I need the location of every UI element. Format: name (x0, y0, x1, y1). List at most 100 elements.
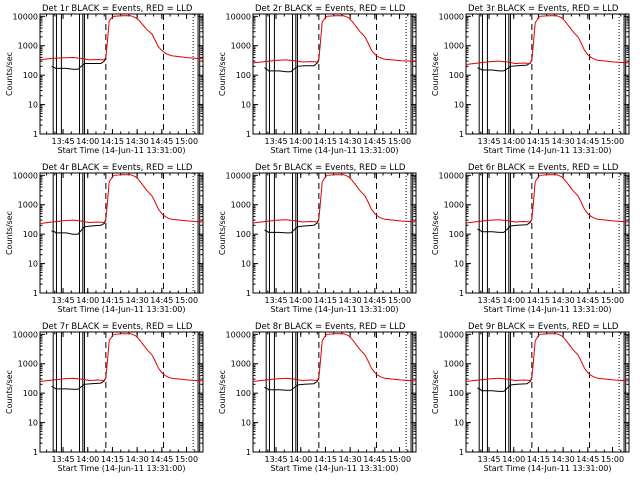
panel-title: Det 3r BLACK = Events, RED = LLD (468, 4, 619, 14)
detector-panel-6: Det 6r BLACK = Events, RED = LLD 1 10 100 10… (431, 163, 630, 314)
events-series-line (264, 219, 320, 234)
plot-frame (252, 331, 417, 453)
y-tick-label: 10 (241, 101, 251, 110)
x-tick-label: 14:00 (502, 137, 525, 146)
y-tick-label: 10 (241, 260, 251, 269)
y-axis-label: Counts/sec (218, 370, 227, 414)
y-tick-label: 1 (246, 130, 251, 139)
lld-series-line (466, 174, 629, 224)
x-tick-label: 15:00 (175, 296, 198, 305)
y-tick-label: 1 (33, 448, 38, 457)
y-tick-label: 10 (28, 419, 38, 428)
x-tick-label: 14:00 (76, 137, 99, 146)
x-tick-label: 14:00 (289, 296, 312, 305)
x-tick-label: 14:15 (314, 137, 337, 146)
x-tick-label: 14:00 (502, 455, 525, 464)
x-tick-label: 13:45 (52, 296, 75, 305)
x-axis-label: Start Time (14-Jun-11 13:31:00) (58, 305, 186, 314)
x-tick-label: 14:45 (150, 455, 173, 464)
y-tick-label: 100 (236, 230, 251, 239)
y-tick-label: 100 (449, 389, 464, 398)
y-axis-label: Counts/sec (5, 370, 14, 414)
x-tick-label: 13:45 (265, 455, 288, 464)
detector-panel-1: Det 1r BLACK = Events, RED = LLD 1 10 100 10… (5, 4, 204, 155)
lld-series-line (40, 333, 203, 382)
y-tick-label: 100 (449, 71, 464, 80)
x-axis-label: Start Time (14-Jun-11 13:31:00) (271, 464, 399, 473)
y-tick-label: 1000 (231, 42, 251, 51)
y-tick-label: 100 (23, 389, 38, 398)
y-tick-label: 1 (33, 289, 38, 298)
panel-title: Det 2r BLACK = Events, RED = LLD (255, 4, 406, 14)
y-tick-label: 1 (459, 448, 464, 457)
events-series-line (477, 378, 533, 392)
y-axis-label: Counts/sec (431, 52, 440, 96)
y-tick-label: 10000 (226, 12, 251, 21)
x-tick-label: 15:00 (175, 137, 198, 146)
x-tick-label: 14:15 (101, 296, 124, 305)
x-tick-label: 15:00 (388, 137, 411, 146)
y-tick-label: 100 (236, 71, 251, 80)
y-tick-label: 10000 (439, 12, 464, 21)
panel-title: Det 7r BLACK = Events, RED = LLD (42, 322, 193, 332)
plot-frame (465, 13, 630, 135)
panel-title: Det 6r BLACK = Events, RED = LLD (468, 163, 619, 173)
x-tick-label: 14:45 (150, 137, 173, 146)
y-tick-label: 1000 (18, 360, 38, 369)
y-tick-label: 10000 (226, 330, 251, 339)
x-tick-label: 14:30 (552, 455, 575, 464)
lld-series-line (40, 15, 203, 61)
y-tick-label: 1000 (231, 201, 251, 210)
lld-series-line (466, 15, 629, 65)
plot-frame (252, 13, 417, 135)
x-tick-label: 13:45 (478, 137, 501, 146)
x-tick-label: 14:00 (289, 455, 312, 464)
x-tick-label: 14:15 (527, 296, 550, 305)
y-tick-label: 10 (241, 419, 251, 428)
x-tick-label: 14:00 (502, 296, 525, 305)
x-axis-label: Start Time (14-Jun-11 13:31:00) (484, 305, 612, 314)
x-tick-label: 15:00 (601, 137, 624, 146)
y-tick-label: 1 (246, 448, 251, 457)
y-tick-label: 1000 (444, 201, 464, 210)
x-tick-label: 15:00 (175, 455, 198, 464)
x-tick-label: 14:45 (576, 455, 599, 464)
x-tick-label: 14:45 (576, 296, 599, 305)
x-tick-label: 15:00 (601, 455, 624, 464)
events-series-line (264, 378, 320, 391)
detector-panel-3: Det 3r BLACK = Events, RED = LLD 1 10 100 10… (431, 4, 630, 155)
x-tick-label: 14:00 (76, 296, 99, 305)
x-tick-label: 14:45 (363, 137, 386, 146)
y-tick-label: 1 (459, 130, 464, 139)
events-series-line (51, 219, 107, 235)
y-tick-label: 1000 (18, 201, 38, 210)
x-tick-label: 14:15 (527, 137, 550, 146)
x-tick-label: 13:45 (265, 137, 288, 146)
x-axis-label: Start Time (14-Jun-11 13:31:00) (484, 464, 612, 473)
y-tick-label: 10000 (226, 171, 251, 180)
panel-title: Det 1r BLACK = Events, RED = LLD (42, 4, 193, 14)
y-tick-label: 1000 (444, 42, 464, 51)
y-tick-label: 10000 (13, 330, 38, 339)
plot-frame (39, 331, 204, 453)
detector-panel-9: Det 9r BLACK = Events, RED = LLD 1 10 100 10… (431, 322, 630, 473)
panel-title: Det 5r BLACK = Events, RED = LLD (255, 163, 406, 173)
x-tick-label: 13:45 (478, 296, 501, 305)
y-tick-label: 10 (28, 101, 38, 110)
x-tick-label: 14:45 (363, 455, 386, 464)
lld-series-line (253, 15, 416, 64)
x-tick-label: 14:30 (552, 137, 575, 146)
y-tick-label: 10 (28, 260, 38, 269)
x-tick-label: 14:15 (314, 455, 337, 464)
lld-series-line (253, 174, 416, 224)
y-tick-label: 100 (23, 230, 38, 239)
x-tick-label: 13:45 (52, 455, 75, 464)
detector-panel-5: Det 5r BLACK = Events, RED = LLD 1 10 100 10… (218, 163, 417, 314)
x-tick-label: 13:45 (478, 455, 501, 464)
y-axis-label: Counts/sec (5, 211, 14, 255)
x-tick-label: 14:30 (339, 455, 362, 464)
x-tick-label: 14:15 (314, 296, 337, 305)
x-tick-label: 14:00 (76, 455, 99, 464)
